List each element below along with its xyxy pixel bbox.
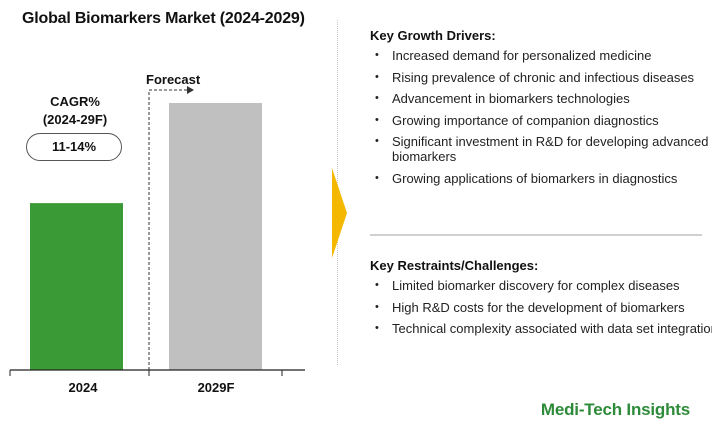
list-item-text: Growing importance of companion diagnost…	[392, 112, 659, 128]
bullet-icon: •	[375, 70, 379, 83]
list-item-text: Rising prevalence of chronic and infecti…	[392, 69, 695, 85]
list-item-text: Advancement in biomarkers technologies	[392, 91, 630, 107]
list-item: • Rising prevalence of chronic and infect…	[370, 70, 712, 85]
list-item: • Growing applications of biomarkers in d…	[370, 171, 712, 186]
list-item: • Technical complexity associated with da…	[370, 321, 712, 336]
bullet-icon: •	[375, 135, 379, 148]
cagr-label-line2: (2024-29F)	[42, 112, 108, 127]
restraints-list: • Limited biomarker discovery for complex…	[370, 278, 712, 336]
list-item: • High R&D costs for the development of b…	[370, 300, 712, 315]
bullet-icon: •	[375, 322, 379, 335]
bullet-icon: •	[375, 113, 379, 126]
horizontal-divider	[370, 234, 702, 236]
growth-drivers-heading: Key Growth Drivers:	[370, 28, 496, 43]
list-item-text: Significant investment in R&D for develo…	[392, 134, 709, 165]
brand-logo: Medi-Tech Insights	[540, 400, 690, 419]
bar-chart: 2024 2029F	[9, 86, 305, 395]
list-item: • Significant investment in R&D for devel…	[370, 134, 712, 164]
chart-title: Global Biomarkers Market (2024-2029)	[22, 10, 305, 27]
bar-2024	[30, 203, 123, 370]
tick-label-2029F: 2029F	[198, 380, 235, 395]
restraints-panel: Key Restraints/Challenges: • Limited biom…	[370, 258, 712, 343]
list-item: • Growing importance of companion diagnos…	[370, 113, 712, 128]
cagr-value-badge: 11-14%	[26, 133, 122, 161]
bullet-icon: •	[375, 300, 379, 313]
tick-label-2024: 2024	[69, 380, 99, 395]
growth-drivers-panel: Key Growth Drivers: • Increased demand fo…	[370, 28, 712, 193]
list-item-text: Limited biomarker discovery for complex …	[392, 278, 680, 293]
growth-drivers-list: • Increased demand for personalized medic…	[370, 48, 712, 186]
list-item: • Increased demand for personalized medic…	[370, 48, 712, 63]
list-item-text: High R&D costs for the development of bi…	[392, 299, 685, 315]
bullet-icon: •	[375, 171, 379, 184]
bullet-icon: •	[375, 92, 379, 105]
forecast-label: Forecast	[146, 72, 201, 87]
forecast-arrow-icon	[187, 86, 194, 94]
restraints-heading: Key Restraints/Challenges:	[370, 258, 539, 273]
cagr-label-line1: CAGR%	[50, 94, 100, 109]
list-item-text: Growing applications of biomarkers in di…	[392, 170, 678, 186]
bar-2029F	[169, 103, 262, 370]
list-item-text: Increased demand for personalized medici…	[392, 48, 652, 63]
forecast-bracket	[148, 89, 188, 370]
list-item: • Limited biomarker discovery for complex…	[370, 278, 712, 293]
bullet-icon: •	[375, 49, 379, 61]
list-item-text: Technical complexity associated with dat…	[392, 321, 712, 337]
list-item: • Advancement in biomarkers technologies	[370, 91, 712, 106]
arrow-right-icon	[332, 168, 347, 258]
cagr-label: CAGR% (2024-29F)	[30, 93, 120, 129]
bullet-icon: •	[375, 279, 379, 291]
